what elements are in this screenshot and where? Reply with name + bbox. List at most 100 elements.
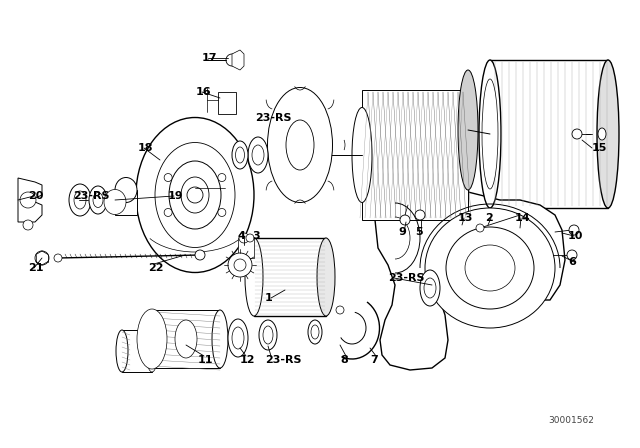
- Circle shape: [246, 234, 254, 242]
- Text: 6: 6: [568, 257, 576, 267]
- Ellipse shape: [175, 320, 197, 358]
- Circle shape: [569, 225, 579, 235]
- Ellipse shape: [155, 142, 235, 247]
- Circle shape: [164, 208, 172, 216]
- Ellipse shape: [268, 87, 333, 202]
- Bar: [152, 310, 220, 368]
- Text: 7: 7: [370, 355, 378, 365]
- Polygon shape: [232, 50, 244, 70]
- Ellipse shape: [259, 320, 277, 350]
- Circle shape: [54, 254, 62, 262]
- Polygon shape: [238, 238, 254, 258]
- Text: 17: 17: [202, 53, 218, 63]
- Bar: [362, 90, 468, 220]
- Bar: [115, 190, 137, 215]
- Ellipse shape: [144, 310, 160, 368]
- Circle shape: [336, 306, 344, 314]
- Ellipse shape: [146, 330, 158, 372]
- Text: 23-RS: 23-RS: [388, 273, 424, 283]
- Text: 11: 11: [198, 355, 214, 365]
- Ellipse shape: [104, 190, 126, 215]
- Circle shape: [187, 187, 203, 203]
- Ellipse shape: [74, 191, 86, 209]
- Circle shape: [567, 250, 577, 260]
- Ellipse shape: [181, 177, 209, 213]
- Bar: [490, 60, 608, 208]
- Circle shape: [218, 173, 226, 181]
- Circle shape: [195, 250, 205, 260]
- Circle shape: [228, 253, 252, 277]
- Text: 21: 21: [28, 263, 44, 273]
- Ellipse shape: [232, 141, 248, 169]
- Circle shape: [234, 259, 246, 271]
- Ellipse shape: [311, 325, 319, 339]
- Bar: [122, 330, 152, 372]
- Circle shape: [239, 233, 249, 243]
- Ellipse shape: [115, 177, 137, 202]
- Text: 18: 18: [138, 143, 154, 153]
- Circle shape: [226, 54, 238, 66]
- Circle shape: [164, 173, 172, 181]
- Bar: [254, 238, 326, 316]
- Ellipse shape: [93, 193, 103, 207]
- Ellipse shape: [425, 208, 555, 328]
- Text: 9: 9: [398, 227, 406, 237]
- Ellipse shape: [248, 137, 268, 173]
- Ellipse shape: [89, 186, 107, 214]
- Ellipse shape: [420, 270, 440, 306]
- Ellipse shape: [479, 60, 501, 208]
- Text: 1: 1: [265, 293, 273, 303]
- Ellipse shape: [263, 326, 273, 344]
- Ellipse shape: [482, 79, 498, 189]
- Text: 14: 14: [515, 213, 531, 223]
- Ellipse shape: [69, 184, 91, 216]
- Ellipse shape: [465, 245, 515, 291]
- Text: 10: 10: [568, 231, 584, 241]
- Text: 23-RS: 23-RS: [265, 355, 301, 365]
- Text: 19: 19: [168, 191, 184, 201]
- Ellipse shape: [116, 330, 128, 372]
- Ellipse shape: [232, 327, 244, 349]
- Circle shape: [35, 251, 49, 265]
- Text: 23-RS: 23-RS: [73, 191, 109, 201]
- Text: 5: 5: [415, 227, 422, 237]
- Circle shape: [400, 215, 410, 225]
- Ellipse shape: [424, 278, 436, 298]
- Bar: [218, 92, 236, 114]
- Polygon shape: [375, 188, 565, 370]
- Text: 2: 2: [485, 213, 493, 223]
- Text: 8: 8: [340, 355, 348, 365]
- Text: 12: 12: [240, 355, 255, 365]
- Ellipse shape: [446, 227, 534, 309]
- Text: 23-RS: 23-RS: [255, 113, 291, 123]
- Ellipse shape: [317, 238, 335, 316]
- Circle shape: [572, 129, 582, 139]
- Ellipse shape: [212, 310, 228, 368]
- Ellipse shape: [137, 309, 167, 369]
- Ellipse shape: [136, 117, 254, 272]
- Text: 22: 22: [148, 263, 163, 273]
- Ellipse shape: [597, 60, 619, 208]
- Text: 30001562: 30001562: [548, 415, 594, 425]
- Ellipse shape: [308, 320, 322, 344]
- Ellipse shape: [352, 108, 372, 202]
- Polygon shape: [18, 178, 42, 222]
- Circle shape: [20, 192, 36, 208]
- Text: 20: 20: [28, 191, 44, 201]
- Ellipse shape: [245, 238, 263, 316]
- Ellipse shape: [458, 70, 478, 190]
- Text: 15: 15: [592, 143, 607, 153]
- Text: 4: 4: [238, 231, 246, 241]
- Circle shape: [218, 208, 226, 216]
- Ellipse shape: [236, 147, 244, 163]
- Ellipse shape: [252, 145, 264, 165]
- Ellipse shape: [286, 120, 314, 170]
- Ellipse shape: [598, 128, 606, 140]
- Text: 3: 3: [252, 231, 260, 241]
- Circle shape: [476, 224, 484, 232]
- Text: 16: 16: [196, 87, 212, 97]
- Text: 13: 13: [458, 213, 474, 223]
- Ellipse shape: [169, 161, 221, 229]
- Circle shape: [23, 220, 33, 230]
- Ellipse shape: [228, 319, 248, 357]
